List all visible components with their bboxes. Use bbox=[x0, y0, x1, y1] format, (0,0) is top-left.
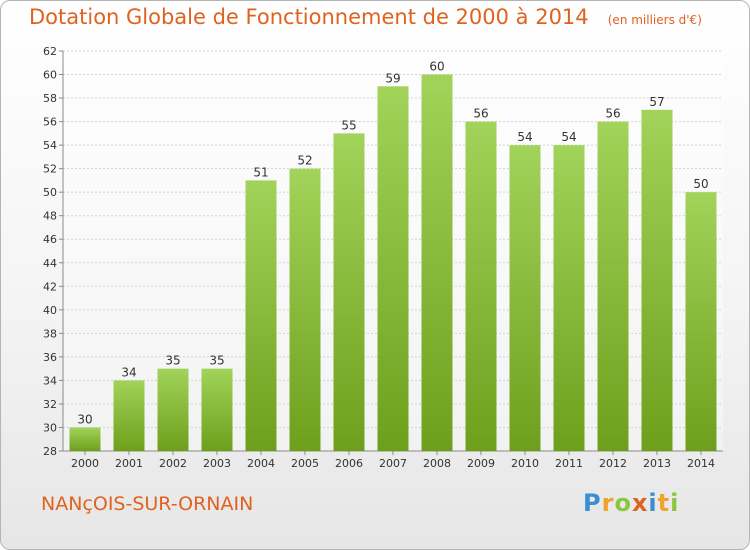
bar-value-label: 52 bbox=[297, 154, 312, 168]
logo-letter: i bbox=[670, 489, 680, 517]
bar bbox=[333, 133, 365, 451]
bar bbox=[421, 74, 453, 451]
logo-letter: t bbox=[657, 489, 671, 517]
bar bbox=[69, 427, 101, 451]
bar-value-label: 59 bbox=[385, 71, 400, 85]
y-tick-label: 32 bbox=[43, 398, 57, 411]
logo-letter: x bbox=[631, 489, 649, 517]
bar bbox=[597, 121, 629, 452]
logo-letter: P bbox=[583, 489, 602, 517]
bar-value-label: 50 bbox=[693, 177, 708, 191]
y-tick-label: 30 bbox=[43, 421, 57, 434]
y-tick-label: 28 bbox=[43, 445, 57, 458]
y-tick-label: 56 bbox=[43, 116, 57, 129]
bar-value-label: 55 bbox=[341, 118, 356, 132]
bar-value-label: 51 bbox=[253, 165, 268, 179]
x-tick-label: 2014 bbox=[687, 457, 715, 470]
title-row: Dotation Globale de Fonctionnement de 20… bbox=[29, 5, 702, 29]
y-tick-label: 46 bbox=[43, 233, 57, 246]
bar-value-label: 57 bbox=[649, 95, 664, 109]
x-tick-label: 2006 bbox=[335, 457, 363, 470]
chart-subtitle: (en milliers d'€) bbox=[607, 13, 702, 27]
bar-value-label: 56 bbox=[473, 107, 488, 121]
bar bbox=[201, 368, 233, 451]
x-tick-label: 2008 bbox=[423, 457, 451, 470]
y-tick-label: 60 bbox=[43, 69, 57, 82]
x-tick-label: 2004 bbox=[247, 457, 275, 470]
bar bbox=[641, 109, 673, 451]
bar bbox=[465, 121, 497, 452]
commune-name: NANçOIS-SUR-ORNAIN bbox=[41, 493, 254, 515]
y-tick-label: 54 bbox=[43, 139, 57, 152]
x-tick-label: 2000 bbox=[71, 457, 99, 470]
logo-letter: r bbox=[601, 489, 615, 517]
bar-value-label: 35 bbox=[209, 354, 224, 368]
y-tick-label: 50 bbox=[43, 186, 57, 199]
y-tick-label: 62 bbox=[43, 45, 57, 58]
y-tick-label: 48 bbox=[43, 210, 57, 223]
x-tick-label: 2009 bbox=[467, 457, 495, 470]
bar bbox=[245, 180, 277, 452]
y-tick-label: 52 bbox=[43, 163, 57, 176]
bar-value-label: 35 bbox=[165, 354, 180, 368]
x-tick-label: 2010 bbox=[511, 457, 539, 470]
y-tick-label: 58 bbox=[43, 92, 57, 105]
y-tick-label: 36 bbox=[43, 351, 57, 364]
bar bbox=[289, 168, 321, 451]
bar bbox=[685, 192, 717, 452]
bar-value-label: 54 bbox=[561, 130, 576, 144]
y-tick-label: 38 bbox=[43, 327, 57, 340]
x-tick-label: 2003 bbox=[203, 457, 231, 470]
bar bbox=[377, 86, 409, 451]
x-tick-label: 2011 bbox=[555, 457, 583, 470]
logo-letter: o bbox=[614, 489, 632, 517]
bar bbox=[553, 145, 585, 451]
x-tick-label: 2007 bbox=[379, 457, 407, 470]
bar bbox=[509, 145, 541, 451]
bar bbox=[113, 380, 145, 451]
bar-value-label: 60 bbox=[429, 60, 444, 74]
x-tick-label: 2012 bbox=[599, 457, 627, 470]
bar-value-label: 56 bbox=[605, 107, 620, 121]
y-tick-label: 34 bbox=[43, 374, 57, 387]
y-tick-label: 40 bbox=[43, 304, 57, 317]
bar-value-label: 34 bbox=[121, 365, 136, 379]
y-tick-label: 44 bbox=[43, 257, 57, 270]
logo-letter: i bbox=[648, 489, 658, 517]
y-tick-label: 42 bbox=[43, 280, 57, 293]
x-tick-label: 2002 bbox=[159, 457, 187, 470]
bar-value-label: 54 bbox=[517, 130, 532, 144]
x-tick-label: 2001 bbox=[115, 457, 143, 470]
proxiti-logo: Proxiti bbox=[583, 489, 679, 517]
bar bbox=[157, 368, 189, 451]
chart-title: Dotation Globale de Fonctionnement de 20… bbox=[29, 5, 589, 29]
x-tick-label: 2013 bbox=[643, 457, 671, 470]
bar-value-label: 30 bbox=[77, 412, 92, 426]
x-tick-label: 2005 bbox=[291, 457, 319, 470]
